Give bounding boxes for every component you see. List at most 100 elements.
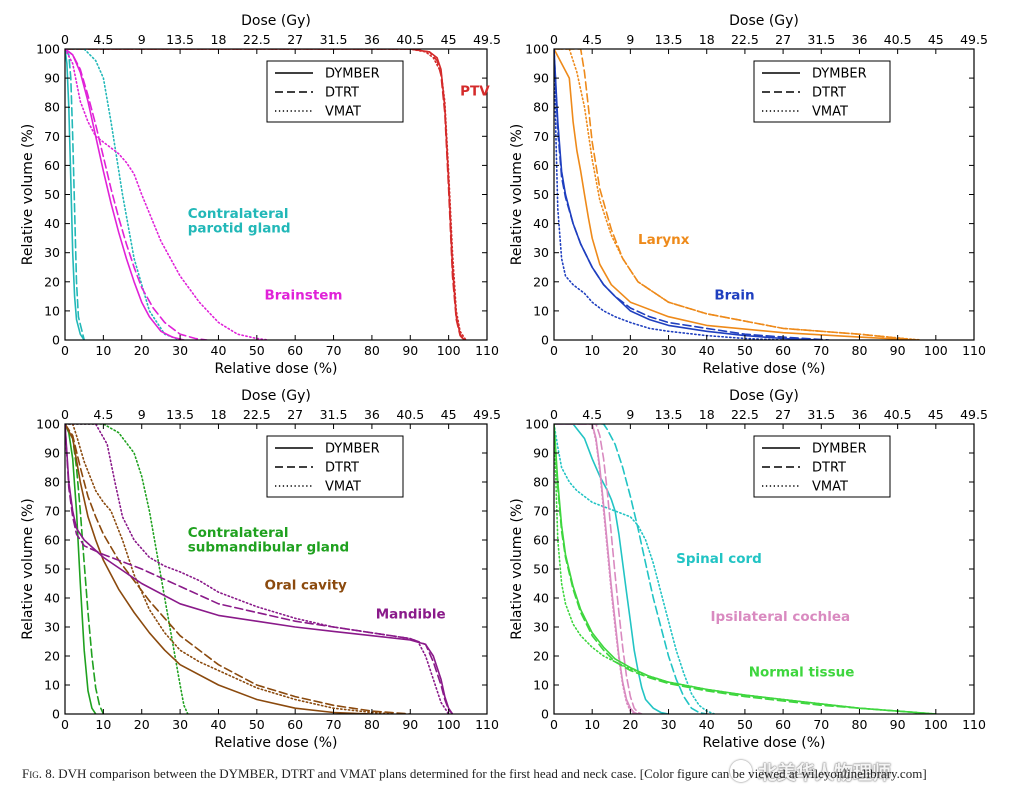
x2-tick-label: 40.5 bbox=[396, 32, 424, 47]
series-line-larynx-dymber bbox=[554, 49, 918, 340]
y-tick-label: 100 bbox=[36, 42, 60, 57]
x-tick-label: 70 bbox=[326, 343, 342, 358]
y-tick-label: 60 bbox=[533, 533, 549, 548]
legend-label-dymber: DYMBER bbox=[812, 442, 867, 457]
y-tick-label: 50 bbox=[533, 562, 549, 577]
x-tick-label: 0 bbox=[550, 343, 558, 358]
x2-tick-label: 9 bbox=[138, 407, 146, 422]
y-tick-label: 40 bbox=[44, 216, 60, 231]
series-line-contralateral-submandibular-gland-dymber bbox=[65, 424, 97, 714]
x2-tick-label: 40.5 bbox=[884, 407, 912, 422]
x-tick-label: 100 bbox=[924, 343, 948, 358]
series-group bbox=[554, 424, 937, 714]
y-tick-label: 20 bbox=[44, 274, 60, 289]
y-tick-label: 10 bbox=[533, 678, 549, 693]
series-line-brain-vmat bbox=[554, 49, 784, 340]
y-tick-label: 50 bbox=[44, 187, 60, 202]
x-tick-label: 90 bbox=[402, 717, 418, 732]
legend: DYMBER DTRT VMAT bbox=[266, 435, 404, 498]
y-tick-label: 100 bbox=[525, 417, 549, 432]
x2-axis-title: Dose (Gy) bbox=[729, 388, 799, 404]
x-tick-label: 40 bbox=[699, 343, 715, 358]
x2-tick-label: 9 bbox=[626, 32, 634, 47]
x2-tick-label: 36 bbox=[852, 407, 868, 422]
annotation-label: Normal tissue bbox=[749, 664, 855, 680]
series-line-mandible-dymber bbox=[65, 424, 454, 714]
y-tick-label: 90 bbox=[44, 446, 60, 461]
x2-tick-label: 0 bbox=[61, 32, 69, 47]
x2-tick-label: 4.5 bbox=[93, 32, 113, 47]
x2-tick-label: 4.5 bbox=[93, 407, 113, 422]
x2-tick-label: 31.5 bbox=[807, 32, 835, 47]
x2-tick-label: 0 bbox=[550, 32, 558, 47]
x-tick-label: 110 bbox=[475, 343, 499, 358]
series-line-ipsilateral-cochlea-vmat bbox=[554, 424, 636, 714]
x-tick-label: 10 bbox=[584, 343, 600, 358]
x-tick-label: 20 bbox=[622, 717, 638, 732]
legend-label-dtrt: DTRT bbox=[812, 461, 846, 476]
series-line-mandible-vmat bbox=[65, 424, 450, 714]
x-tick-label: 100 bbox=[924, 717, 948, 732]
x-tick-label: 90 bbox=[890, 343, 906, 358]
x2-tick-label: 18 bbox=[211, 407, 227, 422]
series-group bbox=[554, 49, 922, 340]
x-tick-label: 110 bbox=[962, 717, 986, 732]
y-tick-label: 90 bbox=[533, 446, 549, 461]
x-tick-label: 60 bbox=[287, 717, 303, 732]
series-line-contralateral-parotid-gland-dtrt bbox=[65, 49, 85, 340]
legend-label-dtrt: DTRT bbox=[812, 86, 846, 101]
series-line-contralateral-submandibular-gland-vmat bbox=[65, 424, 189, 714]
x-tick-label: 30 bbox=[172, 343, 188, 358]
x-tick-label: 0 bbox=[61, 343, 69, 358]
watermark-logo-icon bbox=[730, 760, 752, 782]
x-tick-label: 60 bbox=[775, 717, 791, 732]
figure-caption: Fig. 8. DVH comparison between the DYMBE… bbox=[22, 764, 997, 783]
x2-tick-label: 27 bbox=[287, 32, 303, 47]
series-line-ipsilateral-cochlea-dtrt bbox=[554, 424, 643, 714]
legend: DYMBER DTRT VMAT bbox=[753, 435, 891, 498]
legend: DYMBER DTRT VMAT bbox=[266, 60, 404, 123]
x2-tick-label: 13.5 bbox=[655, 407, 683, 422]
x-tick-label: 90 bbox=[890, 717, 906, 732]
x-tick-label: 100 bbox=[437, 717, 461, 732]
y-tick-label: 70 bbox=[44, 129, 60, 144]
x2-tick-label: 27 bbox=[775, 407, 791, 422]
x-tick-label: 20 bbox=[134, 343, 150, 358]
x-tick-label: 50 bbox=[249, 343, 265, 358]
y-tick-label: 0 bbox=[52, 333, 60, 348]
legend: DYMBER DTRT VMAT bbox=[753, 60, 891, 123]
x2-tick-label: 45 bbox=[928, 32, 944, 47]
x2-tick-label: 22.5 bbox=[243, 32, 271, 47]
series-line-spinal-cord-dymber bbox=[554, 424, 670, 714]
y-tick-label: 10 bbox=[44, 678, 60, 693]
x2-tick-label: 18 bbox=[699, 32, 715, 47]
series-line-normal-tissue-dtrt bbox=[554, 424, 937, 714]
x2-tick-label: 49.5 bbox=[473, 32, 501, 47]
x-tick-label: 60 bbox=[775, 343, 791, 358]
series-line-oral-cavity-dtrt bbox=[65, 424, 412, 714]
y-tick-label: 30 bbox=[533, 245, 549, 260]
x-tick-label: 50 bbox=[737, 717, 753, 732]
x2-tick-label: 40.5 bbox=[884, 32, 912, 47]
series-line-normal-tissue-vmat bbox=[554, 424, 937, 714]
y-tick-label: 100 bbox=[525, 42, 549, 57]
series-line-larynx-vmat bbox=[554, 49, 922, 340]
x2-tick-label: 36 bbox=[852, 32, 868, 47]
watermark: 北美华人物理师 bbox=[758, 763, 892, 784]
x-tick-label: 80 bbox=[852, 717, 868, 732]
y-tick-label: 20 bbox=[533, 274, 549, 289]
y-tick-label: 50 bbox=[533, 187, 549, 202]
y-tick-label: 10 bbox=[44, 303, 60, 318]
y-tick-label: 60 bbox=[44, 533, 60, 548]
annotation-label: Larynx bbox=[638, 232, 690, 248]
x-tick-label: 0 bbox=[550, 717, 558, 732]
annotation-label: Contralateral bbox=[188, 206, 289, 222]
series-line-ptv-vmat bbox=[65, 49, 467, 340]
y-tick-label: 60 bbox=[533, 158, 549, 173]
x2-tick-label: 31.5 bbox=[320, 407, 348, 422]
x2-axis-title: Dose (Gy) bbox=[241, 388, 311, 404]
x-tick-label: 70 bbox=[813, 717, 829, 732]
series-group bbox=[65, 424, 454, 714]
series-line-contralateral-parotid-gland-vmat bbox=[65, 49, 181, 340]
